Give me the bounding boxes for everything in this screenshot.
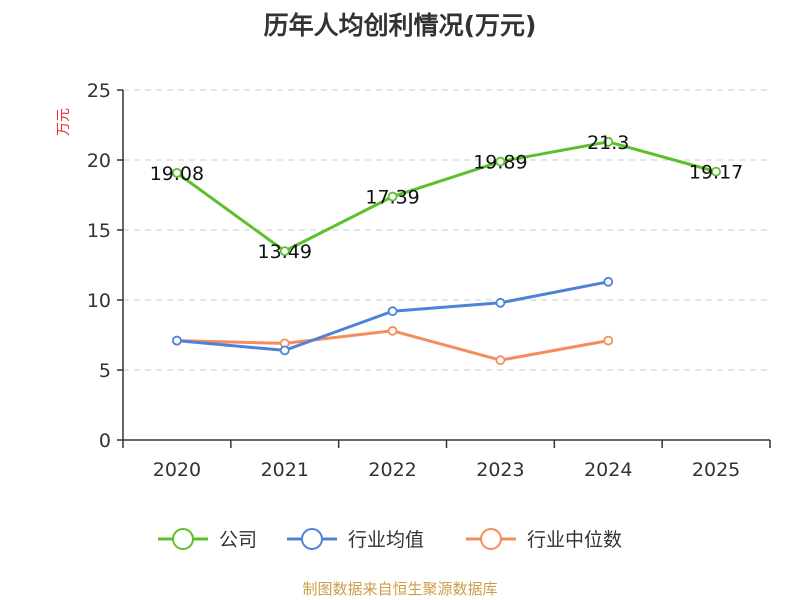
legend-item-2: 行业中位数	[466, 528, 622, 551]
data-label: 19.08	[150, 163, 204, 185]
data-point	[387, 306, 398, 317]
data-point	[495, 297, 506, 308]
data-label: 21.3	[587, 132, 629, 154]
legend-label: 公司	[219, 529, 257, 551]
series-line	[175, 140, 718, 253]
gridlines	[123, 89, 770, 371]
legend-item-1: 行业均值	[287, 528, 424, 551]
legend-marker	[172, 528, 194, 550]
data-labels: 19.08 13.49 17.39 19.89 21.3 19.17	[150, 132, 744, 263]
y-tick-label: 5	[99, 360, 111, 382]
data-point	[172, 167, 182, 178]
data-point	[495, 355, 506, 366]
x-tick-label: 2022	[368, 459, 416, 481]
x-tick-label: 2025	[692, 459, 740, 481]
data-point	[711, 166, 721, 177]
data-point	[172, 335, 182, 346]
x-tick-label: 2024	[584, 459, 632, 481]
data-point	[603, 335, 614, 346]
legend-item-0: 公司	[158, 528, 257, 551]
x-tick-label: 2021	[261, 459, 309, 481]
data-point	[387, 325, 398, 336]
legend: 公司 行业均值 行业中位数	[158, 528, 622, 551]
data-point	[495, 156, 506, 167]
x-tick-label: 2023	[476, 459, 524, 481]
data-point	[603, 276, 614, 287]
data-label: 19.89	[473, 152, 527, 174]
y-tick-label: 15	[87, 220, 111, 242]
legend-label: 行业中位数	[527, 529, 622, 551]
legend-marker	[480, 528, 502, 550]
series-1	[172, 276, 614, 356]
data-point	[279, 345, 290, 356]
y-tick-label: 10	[87, 290, 111, 312]
data-point	[387, 191, 398, 202]
data-label: 17.39	[365, 187, 419, 209]
source-note: 制图数据来自恒生聚源数据库	[302, 580, 497, 598]
y-tick-label: 25	[87, 80, 111, 102]
y-tick-label: 20	[87, 150, 111, 172]
series-0	[172, 136, 721, 257]
data-label: 13.49	[258, 241, 312, 263]
x-tick-label: 2020	[153, 459, 201, 481]
chart-title: 历年人均创利情况(万元)	[264, 11, 537, 40]
y-tick-label: 0	[99, 430, 111, 452]
series-lines	[172, 136, 721, 366]
data-point	[279, 246, 290, 257]
data-point	[603, 136, 614, 147]
legend-label: 行业均值	[348, 529, 424, 551]
legend-marker	[301, 528, 323, 550]
y-axis-unit: 万元	[56, 108, 72, 136]
data-label: 19.17	[689, 162, 743, 184]
